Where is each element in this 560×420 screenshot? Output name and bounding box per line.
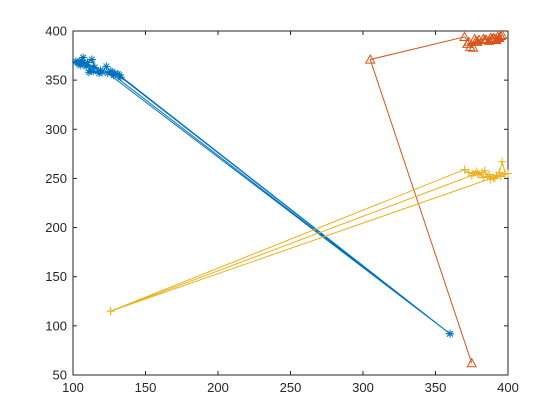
data-point: [76, 61, 85, 70]
data-point: [478, 33, 489, 43]
data-point: [446, 329, 454, 338]
data-point: [102, 62, 111, 71]
y-tick-label: 100: [45, 318, 67, 333]
data-point: [490, 174, 499, 183]
series-3: [106, 157, 512, 316]
y-tick-label: 400: [45, 24, 67, 39]
axes: 100 150 200 250 300 350 4005010015020025030035…: [45, 24, 519, 396]
y-tick-label: 50: [53, 368, 67, 383]
x-tick-label: 400: [497, 380, 519, 395]
y-tick-label: 350: [45, 73, 67, 88]
data-point: [103, 69, 112, 78]
data-point: [504, 169, 512, 178]
y-tick-label: 300: [45, 122, 67, 137]
data-point: [472, 36, 483, 46]
data-point: [364, 53, 376, 64]
data-point: [77, 56, 86, 65]
plot-area-frame: [72, 30, 509, 376]
data-point: [466, 357, 478, 368]
x-tick-label: 100: [62, 380, 84, 395]
data-point: [82, 62, 91, 71]
plot-series: [71, 29, 512, 368]
data-point: [496, 172, 505, 181]
data-point: [467, 171, 476, 180]
data-point: [106, 307, 115, 316]
data-point: [109, 71, 118, 80]
series-1: [71, 53, 454, 338]
data-point: [485, 170, 494, 179]
data-point: [459, 31, 470, 41]
data-point: [485, 32, 496, 42]
data-point: [480, 166, 489, 175]
data-point: [489, 33, 501, 43]
data-point: [83, 58, 92, 67]
data-point: [90, 63, 99, 72]
series-line: [110, 161, 509, 312]
data-point: [73, 58, 82, 67]
series-2: [364, 29, 508, 368]
x-tick-label: 200: [207, 380, 229, 395]
x-tick-label: 150: [135, 380, 157, 395]
data-point: [462, 38, 473, 48]
data-point: [469, 33, 480, 43]
data-point: [473, 169, 482, 178]
data-point: [495, 30, 507, 41]
data-point: [498, 157, 507, 166]
x-tick-label: 300: [352, 380, 374, 395]
data-point: [84, 68, 93, 77]
y-tick-label: 250: [45, 171, 67, 186]
data-point: [108, 68, 117, 77]
x-tick-label: 250: [280, 380, 302, 395]
data-point: [95, 69, 104, 78]
data-point: [96, 66, 105, 75]
y-tick-label: 200: [45, 220, 67, 235]
data-point: [479, 34, 491, 44]
data-point: [464, 41, 476, 51]
data-point: [495, 168, 504, 177]
data-point: [87, 55, 96, 64]
data-point: [479, 173, 488, 182]
data-point: [89, 67, 98, 76]
series-line: [75, 57, 451, 335]
data-point: [115, 71, 124, 80]
data-point: [79, 53, 88, 62]
data-point: [496, 29, 508, 40]
data-point: [460, 165, 469, 174]
x-tick-label: 350: [425, 380, 447, 395]
y-tick-label: 150: [45, 269, 67, 284]
